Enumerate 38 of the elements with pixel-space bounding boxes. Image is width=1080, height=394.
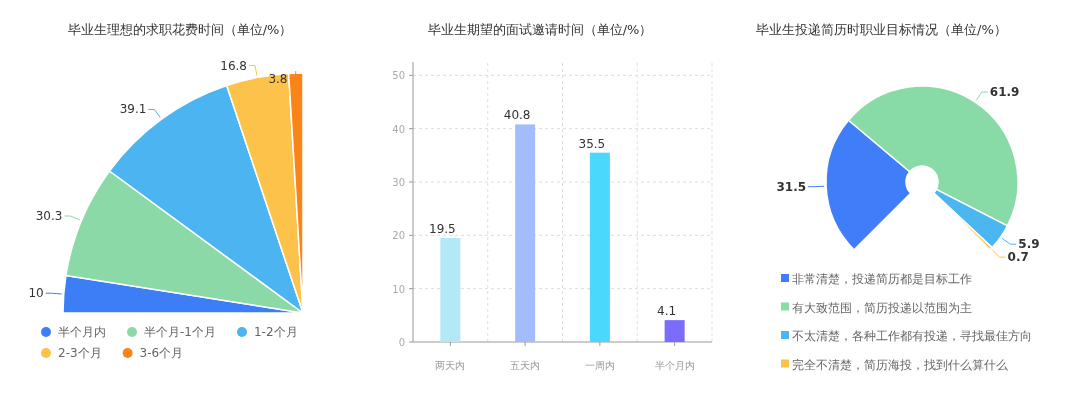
legend-label: 半个月-1个月 (144, 325, 216, 339)
chart-title: 毕业生投递简历时职业目标情况（单位/%） (756, 22, 1007, 37)
data-label: 16.8 (220, 58, 247, 73)
x-tick-label: 五天内 (510, 360, 541, 371)
x-tick-label: 两天内 (435, 360, 466, 371)
data-label: 40.8 (503, 108, 531, 123)
y-tick-label: 50 (392, 70, 405, 82)
y-tick-label: 40 (392, 123, 405, 135)
data-label: 30.3 (35, 209, 63, 224)
data-label: 0.7 (1007, 250, 1029, 265)
data-label: 61.9 (989, 85, 1020, 100)
legend-label: 完全不清楚，简历海投，找到什么算什么 (792, 357, 1008, 372)
legend-label: 有大致范围，简历投递以范围为主 (792, 300, 972, 315)
y-tick-label: 30 (392, 177, 405, 188)
bar (440, 238, 461, 342)
y-tick-label: 10 (392, 283, 405, 295)
data-label: 5.9 (1018, 237, 1040, 252)
bar (664, 320, 685, 342)
legend-label: 1-2个月 (253, 325, 298, 339)
chart-title: 毕业生理想的求职花费时间（单位/%） (67, 22, 293, 37)
data-label: 19.5 (429, 222, 456, 236)
data-label: 35.5 (578, 136, 606, 151)
chart-title: 毕业生期望的面试邀请时间（单位/%） (427, 22, 653, 37)
x-tick-label: 半个月内 (654, 360, 695, 371)
data-label: 39.1 (119, 102, 147, 117)
legend-label: 2-3个月 (58, 346, 102, 360)
bar (515, 124, 536, 342)
y-tick-label: 20 (392, 230, 405, 242)
legend-label: 不太清楚，各种工作都有投递，寻找最佳方向 (792, 329, 1032, 343)
data-label: 10 (28, 286, 44, 301)
legend-label: 3-6个月 (139, 346, 184, 360)
data-label: 3.8 (268, 71, 288, 86)
legend-label: 半个月内 (58, 325, 106, 339)
bar (589, 152, 610, 342)
legend-label: 非常清楚，投递简历都是目标工作 (792, 272, 972, 286)
data-label: 31.5 (776, 179, 807, 194)
data-label: 4.1 (657, 304, 677, 319)
y-tick-label: 0 (398, 337, 405, 348)
